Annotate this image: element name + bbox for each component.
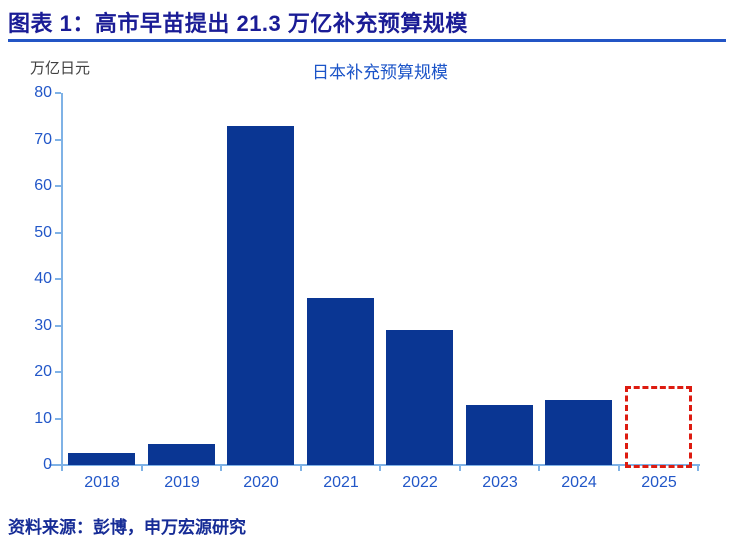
- bar-2020: [227, 126, 294, 465]
- y-tick-label: 70: [34, 130, 52, 148]
- x-tick-label: 2018: [84, 474, 120, 491]
- bar-2018: [68, 453, 135, 465]
- x-tick-mark: [459, 465, 461, 471]
- plot-area: 0 10 20 30 40 50 60 70 80 2018 2019 2020 2021 2022 20…: [34, 84, 700, 491]
- y-tick-label: 40: [34, 270, 52, 287]
- y-tick-label: 60: [34, 177, 52, 194]
- y-tick-label: 20: [34, 363, 52, 380]
- y-tick-mark: [55, 371, 61, 373]
- x-tick-mark: [379, 465, 381, 471]
- y-tick-label: 10: [34, 409, 52, 427]
- bar-2023: [466, 405, 533, 465]
- x-tick-label: 2023: [482, 474, 518, 491]
- bar-2025: [625, 386, 692, 468]
- x-tick-label: 2022: [402, 474, 438, 491]
- title-underline: [8, 39, 726, 42]
- bar-2022: [386, 330, 453, 465]
- y-tick-mark: [55, 324, 61, 327]
- x-tick-label: 2025: [641, 474, 677, 491]
- y-tick-mark: [55, 417, 61, 420]
- bar-2021: [307, 298, 374, 465]
- y-tick-mark: [55, 464, 61, 466]
- source-note: 资料来源：彭博，申万宏源研究: [8, 518, 246, 537]
- bar-2024: [545, 400, 612, 465]
- chart-title: 日本补充预算规模: [312, 63, 448, 82]
- x-tick-mark: [618, 465, 620, 471]
- x-tick-mark: [538, 465, 540, 471]
- y-tick-mark: [55, 185, 61, 187]
- x-tick-label: 2024: [561, 474, 597, 491]
- x-tick-mark: [141, 465, 143, 471]
- y-tick-mark: [55, 92, 61, 94]
- y-tick-mark: [55, 138, 61, 141]
- y-tick-label: 50: [34, 223, 52, 241]
- y-tick-mark: [55, 278, 61, 280]
- y-axis-line: [61, 93, 63, 470]
- x-tick-mark: [61, 465, 63, 471]
- y-tick-label: 80: [34, 84, 52, 101]
- x-tick-label: 2021: [323, 474, 359, 491]
- x-tick-label: 2020: [243, 474, 279, 491]
- figure-title: 图表 1：高市早苗提出 21.3 万亿补充预算规模: [8, 11, 468, 36]
- y-tick-label: 0: [43, 456, 52, 473]
- x-tick-mark: [697, 465, 699, 471]
- y-tick-label: 30: [34, 316, 52, 334]
- x-tick-label: 2019: [164, 474, 200, 491]
- bar-2019: [148, 444, 215, 465]
- x-axis-line: [49, 464, 700, 466]
- y-axis-unit-label: 万亿日元: [30, 60, 91, 77]
- x-tick-mark: [300, 465, 302, 471]
- y-tick-mark: [55, 231, 61, 234]
- x-tick-mark: [220, 465, 222, 471]
